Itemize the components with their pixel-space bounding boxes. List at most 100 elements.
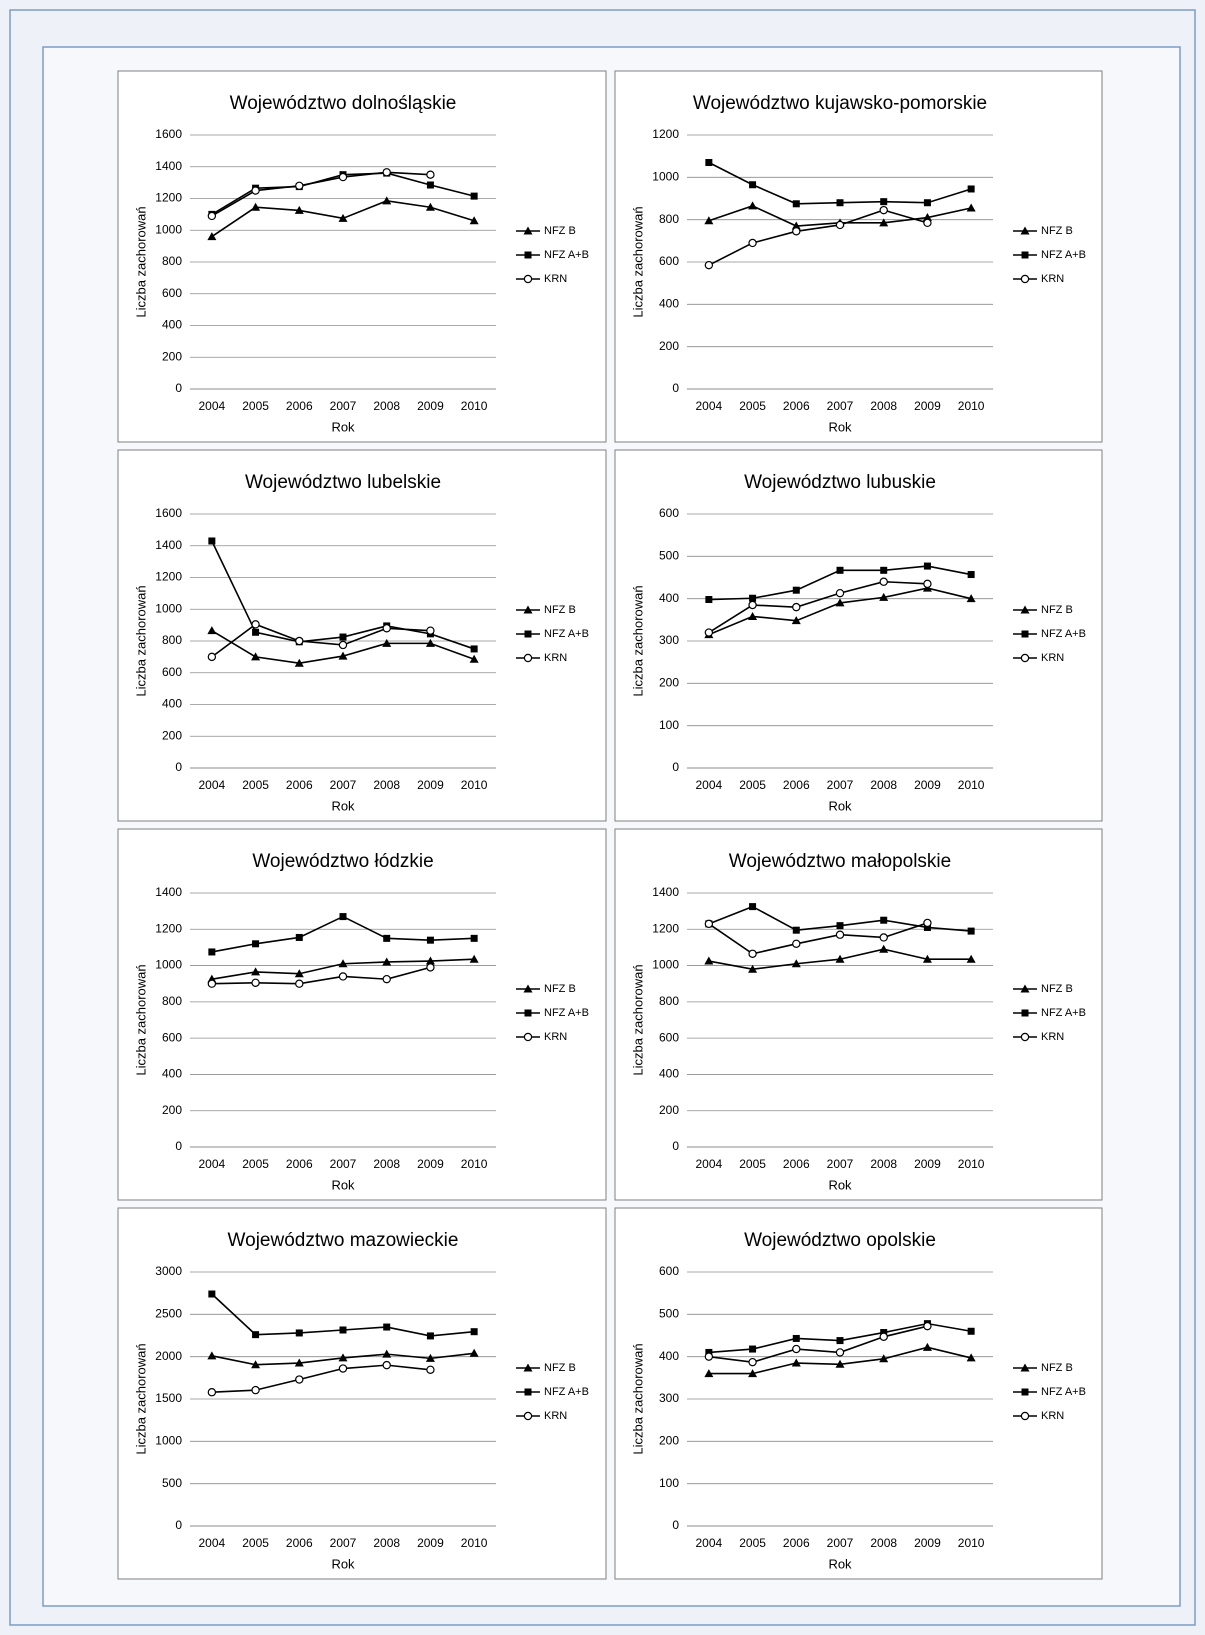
marker-circle <box>835 220 845 230</box>
marker-square <box>836 922 844 930</box>
marker-circle <box>748 949 757 958</box>
marker-square <box>470 1328 478 1336</box>
legend-label: KRN <box>544 652 567 664</box>
marker-triangle <box>791 959 801 968</box>
x-tick-label: 2006 <box>286 399 313 413</box>
legend-label: NFZ A+B <box>544 628 589 640</box>
y-axis-title: Liczba zachorowań <box>133 206 148 317</box>
marker-circle <box>748 600 757 610</box>
x-tick-label: 2010 <box>461 399 488 413</box>
marker-triangle <box>251 967 261 976</box>
marker-circle <box>835 588 845 598</box>
marker-triangle <box>922 954 932 963</box>
legend-marker <box>1020 605 1030 614</box>
legend-marker <box>1020 1032 1030 1042</box>
marker-square <box>208 1290 216 1298</box>
marker-triangle <box>966 1353 976 1362</box>
marker-square <box>923 199 931 207</box>
marker-circle <box>792 227 801 236</box>
marker-square <box>749 1345 757 1353</box>
y-tick-label: 200 <box>659 339 679 353</box>
x-tick-label: 2005 <box>242 1536 269 1550</box>
legend-marker <box>1021 630 1029 638</box>
x-tick-label: 2005 <box>242 1157 269 1171</box>
marker-circle <box>295 1375 304 1384</box>
marker-square <box>749 594 757 602</box>
y-tick-label: 1200 <box>155 191 182 205</box>
y-tick-label: 300 <box>659 633 679 647</box>
marker-triangle <box>966 203 976 212</box>
series-line <box>211 1364 431 1394</box>
legend-marker <box>523 274 533 284</box>
legend-marker <box>523 1411 533 1421</box>
marker-square <box>880 198 888 206</box>
y-tick-label: 1200 <box>652 127 679 141</box>
y-tick-label: 500 <box>162 1476 182 1490</box>
marker-circle <box>295 636 304 646</box>
x-axis-title: Rok <box>331 1177 355 1192</box>
x-tick-label: 2007 <box>330 778 357 792</box>
x-tick-label: 2008 <box>373 1536 400 1550</box>
marker-triangle <box>294 205 304 214</box>
marker-triangle <box>922 213 932 222</box>
chart: Województwo lubuskie 0 100 200 300 400 500 600 2… <box>614 449 1103 822</box>
chart: Województwo opolskie 0 100 200 300 400 500 600 2… <box>614 1207 1103 1580</box>
marker-triangle <box>469 1348 479 1357</box>
chart: Województwo lubelskie 0 200 400 600 800 1000 12… <box>117 449 607 822</box>
legend-marker <box>523 226 533 235</box>
chart-title: Województwo kujawsko-pomorskie <box>693 93 987 114</box>
marker-triangle <box>879 944 889 953</box>
marker-triangle <box>338 213 348 222</box>
marker-square <box>252 940 260 948</box>
chart-frame <box>614 449 1103 822</box>
chart: Województwo małopolskie 0 200 400 600 800 1000… <box>614 828 1103 1201</box>
y-tick-label: 600 <box>162 286 182 300</box>
x-tick-label: 2005 <box>739 399 766 413</box>
y-axis-title: Liczba zachorowań <box>133 585 148 696</box>
marker-triangle <box>966 954 976 963</box>
legend-label: NFZ A+B <box>544 1007 589 1019</box>
x-tick-label: 2008 <box>870 1536 897 1550</box>
marker-square <box>426 181 434 189</box>
chart-frame <box>117 70 607 443</box>
y-tick-label: 1000 <box>155 1434 182 1448</box>
chart-title: Województwo lubelskie <box>245 472 441 493</box>
y-tick-label: 0 <box>175 1518 182 1532</box>
legend-marker <box>523 653 533 663</box>
marker-square <box>383 1323 391 1331</box>
x-tick-label: 2005 <box>739 1157 766 1171</box>
legend-label: KRN <box>544 273 567 285</box>
marker-triangle <box>835 1359 845 1368</box>
x-axis-title: Rok <box>828 798 852 813</box>
marker-circle <box>923 579 932 589</box>
y-tick-label: 2000 <box>155 1349 182 1363</box>
marker-circle <box>704 919 714 929</box>
marker-circle <box>251 978 260 988</box>
marker-circle <box>207 1388 217 1397</box>
marker-circle <box>382 168 391 177</box>
y-tick-label: 500 <box>659 1307 679 1321</box>
y-axis-title: Liczba zachorowań <box>133 964 148 1075</box>
x-tick-label: 2010 <box>461 1536 488 1550</box>
x-axis-title: Rok <box>828 1177 852 1192</box>
x-tick-label: 2005 <box>242 399 269 413</box>
legend-label: NFZ B <box>544 225 576 237</box>
marker-square <box>880 566 888 574</box>
marker-triangle <box>791 221 801 230</box>
legend-marker <box>1021 1388 1029 1396</box>
x-tick-label: 2004 <box>696 399 723 413</box>
marker-circle <box>923 918 932 928</box>
y-tick-label: 0 <box>672 381 679 395</box>
y-tick-label: 400 <box>659 591 679 605</box>
marker-circle <box>338 172 348 182</box>
legend-label: NFZ B <box>1041 983 1073 995</box>
marker-square <box>426 936 434 944</box>
marker-square <box>705 159 713 167</box>
marker-circle <box>338 640 348 650</box>
marker-square <box>967 1327 975 1335</box>
y-tick-label: 3000 <box>155 1264 182 1278</box>
marker-square <box>339 1326 347 1334</box>
legend-label: NFZ B <box>1041 604 1073 616</box>
marker-square <box>967 185 975 193</box>
